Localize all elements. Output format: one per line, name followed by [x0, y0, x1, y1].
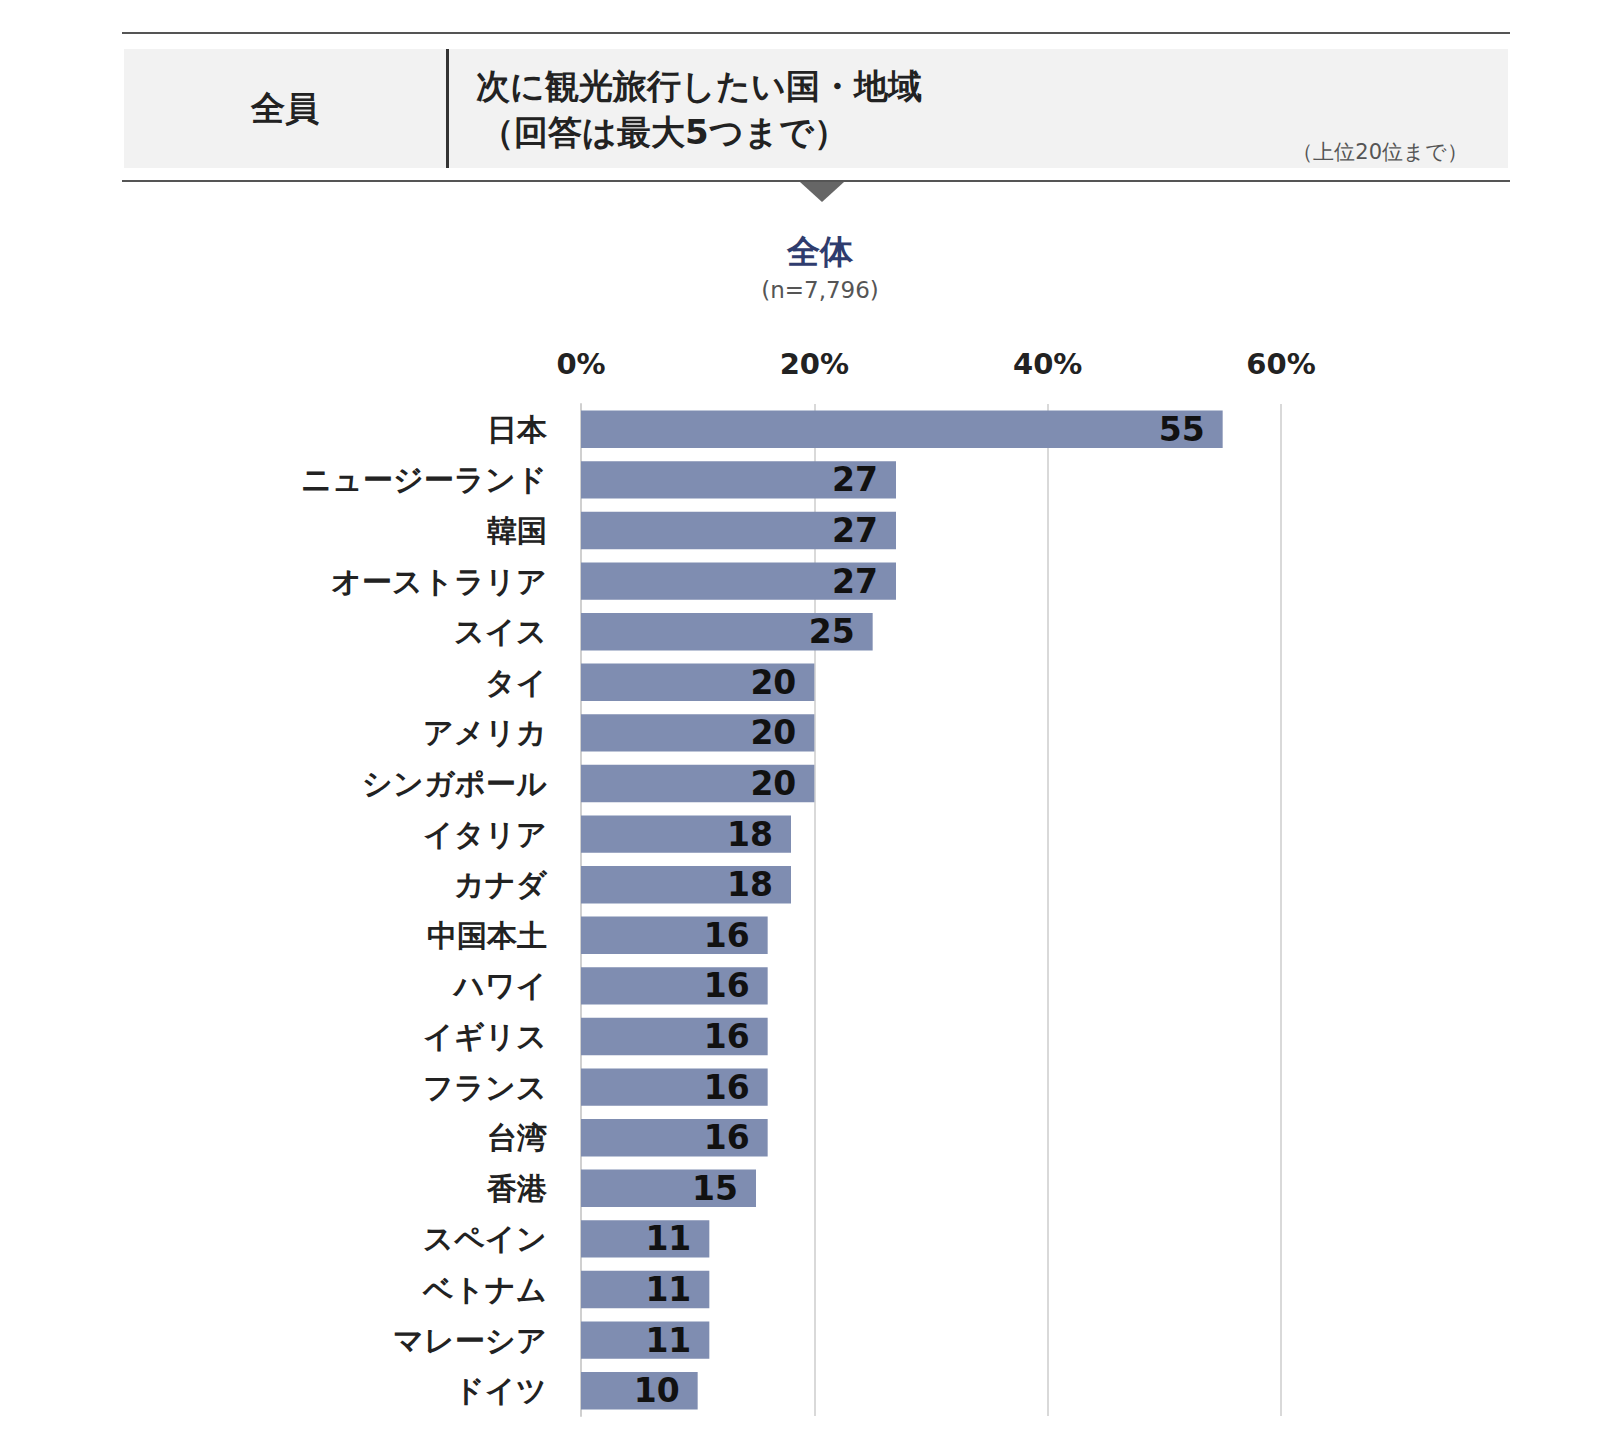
svg-text:マレーシア: マレーシア — [393, 1323, 547, 1358]
svg-text:11: 11 — [645, 1321, 691, 1360]
svg-text:15: 15 — [692, 1169, 738, 1208]
svg-text:イタリア: イタリア — [423, 817, 547, 852]
svg-text:イギリス: イギリス — [423, 1019, 547, 1054]
svg-text:20%: 20% — [780, 347, 849, 381]
svg-text:フランス: フランス — [423, 1070, 547, 1105]
svg-text:スペイン: スペイン — [423, 1221, 547, 1256]
svg-text:ニュージーランド: ニュージーランド — [301, 462, 547, 497]
svg-text:オーストラリア: オーストラリア — [331, 564, 547, 599]
svg-text:アメリカ: アメリカ — [423, 715, 547, 750]
svg-text:中国本土: 中国本土 — [427, 918, 547, 953]
svg-text:20: 20 — [750, 713, 796, 752]
svg-text:40%: 40% — [1013, 347, 1082, 381]
svg-text:27: 27 — [832, 562, 878, 601]
svg-text:0%: 0% — [556, 347, 605, 381]
svg-text:台湾: 台湾 — [487, 1120, 547, 1155]
svg-text:18: 18 — [727, 815, 773, 854]
html-text:全員: 全員 — [251, 87, 319, 128]
svg-text:55: 55 — [1159, 410, 1205, 449]
svg-text:20: 20 — [750, 663, 796, 702]
svg-text:10: 10 — [634, 1371, 680, 1410]
svg-text:韓国: 韓国 — [487, 513, 547, 548]
svg-text:(n=7,796): (n=7,796) — [761, 277, 879, 303]
svg-text:スイス: スイス — [454, 614, 547, 649]
svg-text:16: 16 — [704, 916, 750, 955]
svg-text:16: 16 — [704, 1118, 750, 1157]
svg-text:11: 11 — [645, 1270, 691, 1309]
svg-text:16: 16 — [704, 966, 750, 1005]
svg-text:18: 18 — [727, 865, 773, 904]
svg-text:20: 20 — [750, 764, 796, 803]
html-text:次に観光旅行したい国・地域: 次に観光旅行したい国・地域 — [476, 66, 922, 106]
svg-text:60%: 60% — [1246, 347, 1315, 381]
svg-text:16: 16 — [704, 1068, 750, 1107]
svg-text:香港: 香港 — [486, 1171, 548, 1206]
svg-text:25: 25 — [809, 612, 855, 651]
svg-text:ベトナム: ベトナム — [422, 1272, 547, 1307]
svg-text:11: 11 — [645, 1219, 691, 1258]
svg-text:日本: 日本 — [487, 412, 548, 447]
svg-text:27: 27 — [832, 511, 878, 550]
svg-text:ハワイ: ハワイ — [452, 968, 547, 1003]
svg-text:カナダ: カナダ — [454, 867, 548, 902]
svg-text:全体: 全体 — [786, 232, 854, 271]
svg-text:16: 16 — [704, 1017, 750, 1056]
svg-text:タイ: タイ — [485, 665, 547, 700]
svg-text:27: 27 — [832, 460, 878, 499]
svg-text:ドイツ: ドイツ — [454, 1373, 547, 1408]
html-text:（回答は最大5つまで）: （回答は最大5つまで） — [480, 112, 848, 152]
svg-text:シンガポール: シンガポール — [362, 766, 547, 801]
html-text:（上位20位まで）: （上位20位まで） — [1292, 140, 1468, 164]
